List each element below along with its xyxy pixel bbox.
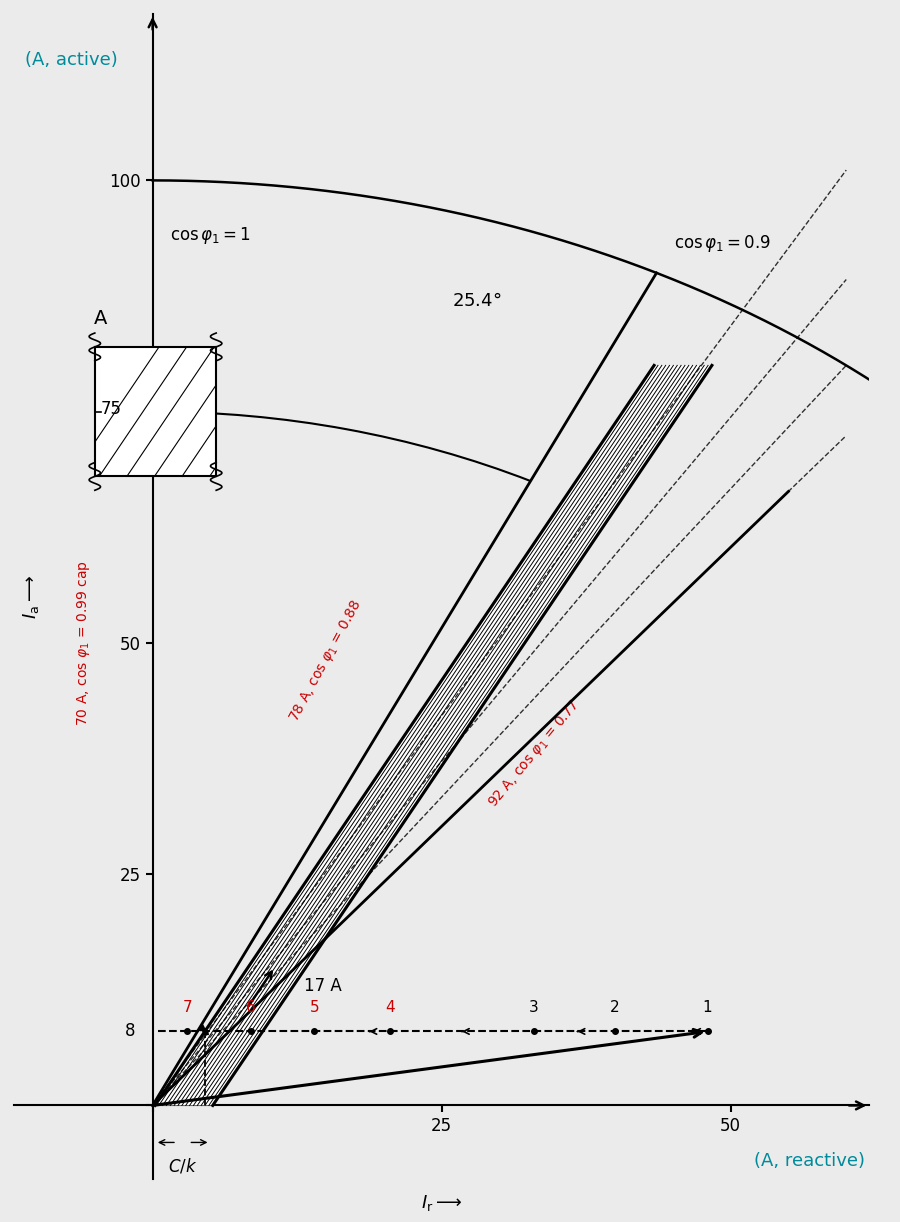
Text: (A, active): (A, active) xyxy=(25,51,118,70)
Text: A: A xyxy=(94,309,107,329)
Polygon shape xyxy=(155,365,712,1106)
Text: 1: 1 xyxy=(703,1000,712,1014)
Text: 4: 4 xyxy=(385,1000,394,1014)
Text: 70 A, cos $\varphi_1$ = 0.99 cap: 70 A, cos $\varphi_1$ = 0.99 cap xyxy=(75,560,92,726)
Text: 7: 7 xyxy=(183,1000,192,1014)
Text: $25.4°$: $25.4°$ xyxy=(452,292,501,309)
Text: 3: 3 xyxy=(529,1000,539,1014)
Text: 78 A, cos $\varphi_1$ = 0.88: 78 A, cos $\varphi_1$ = 0.88 xyxy=(286,598,365,726)
Text: 2: 2 xyxy=(610,1000,620,1014)
Text: 92 A, cos $\varphi_1$ = 0.77: 92 A, cos $\varphi_1$ = 0.77 xyxy=(485,697,583,811)
Text: $\cos\varphi_1 = 1$: $\cos\varphi_1 = 1$ xyxy=(170,225,251,247)
Text: 17 A: 17 A xyxy=(304,976,341,995)
Polygon shape xyxy=(94,347,216,477)
Text: $C/k$: $C/k$ xyxy=(168,1156,197,1176)
Text: (A, reactive): (A, reactive) xyxy=(754,1152,865,1169)
Text: $I_{\rm r} \longrightarrow$: $I_{\rm r} \longrightarrow$ xyxy=(421,1193,463,1212)
Text: 8: 8 xyxy=(125,1023,135,1040)
Text: 6: 6 xyxy=(246,1000,256,1014)
Text: 5: 5 xyxy=(310,1000,320,1014)
Text: $\cos\varphi_1 = 0.9$: $\cos\varphi_1 = 0.9$ xyxy=(674,233,771,254)
Text: $I_{\rm a} \longrightarrow$: $I_{\rm a} \longrightarrow$ xyxy=(22,574,41,618)
Text: 75: 75 xyxy=(101,400,122,418)
